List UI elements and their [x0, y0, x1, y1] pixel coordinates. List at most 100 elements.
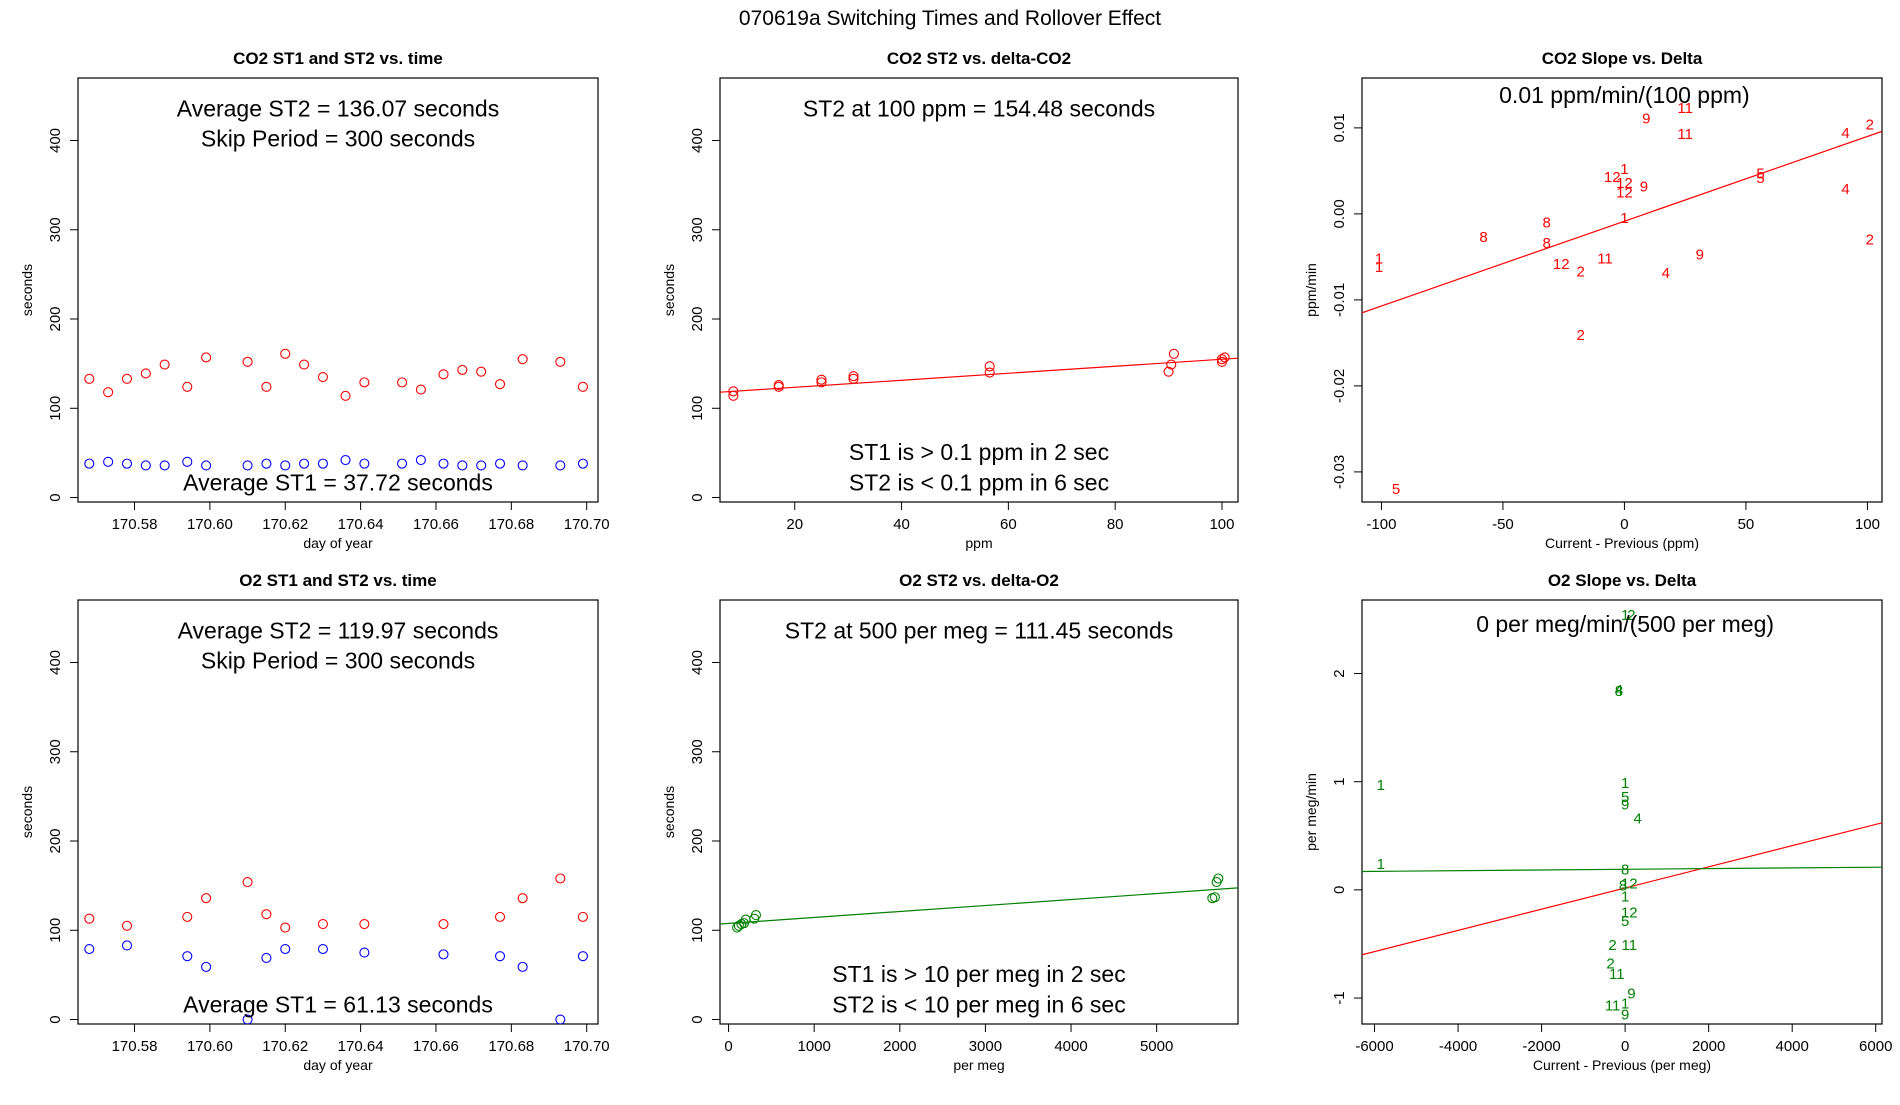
x-tick-label: 170.70 [564, 516, 610, 533]
data-point [280, 943, 291, 955]
y-axis-label: seconds [19, 786, 35, 838]
y-tick-label: 400 [47, 128, 64, 153]
x-tick-label: 170.62 [262, 1038, 308, 1055]
data-point [182, 951, 193, 962]
chart-annotation: ST1 is > 10 per meg in 2 sec [832, 961, 1125, 987]
data-point [340, 390, 351, 401]
data-label: 1 [1621, 775, 1629, 792]
data-point [415, 384, 426, 395]
x-tick-label: 170.64 [338, 1038, 384, 1055]
data-label: 8 [1543, 214, 1551, 231]
y-tick-label: 0 [47, 493, 64, 501]
data-label: 4 [1841, 181, 1849, 198]
data-point [517, 961, 528, 972]
x-tick-label: 170.68 [488, 1038, 534, 1055]
data-point [359, 947, 370, 958]
data-point [280, 922, 291, 933]
data-point [517, 354, 528, 365]
data-point [984, 361, 995, 372]
data-point [242, 1014, 253, 1024]
data-point [577, 381, 588, 392]
x-tick-label: 60 [1000, 516, 1017, 533]
chart-co2_slope: CO2 Slope vs. Delta -100 -50 0 50 100 -0.03 -0.… [1303, 49, 1883, 551]
data-label: 1 [1620, 161, 1628, 178]
x-axis-label: Current - Previous (per meg) [1533, 1057, 1711, 1073]
y-tick-label: 200 [47, 828, 64, 853]
data-point [317, 371, 328, 383]
data-point [457, 364, 468, 375]
data-point [816, 374, 827, 385]
chart-co2_delta: CO2 ST2 vs. delta-CO2 20 40 60 80 100 0 100 200 3… [661, 49, 1239, 551]
y-tick-label: 0 [1331, 886, 1348, 894]
data-point [494, 379, 506, 390]
data-point [1216, 354, 1228, 365]
x-tick-label: -4000 [1439, 1038, 1477, 1055]
chart-title: O2 Slope vs. Delta [1548, 571, 1697, 590]
data-point [84, 458, 95, 469]
data-point [359, 458, 370, 469]
data-point [359, 918, 370, 930]
y-tick-label: 2 [1331, 669, 1348, 677]
data-point [415, 454, 426, 466]
x-tick-label: -6000 [1355, 1038, 1393, 1055]
plot-data [84, 873, 588, 1024]
data-point [103, 387, 114, 398]
data-label: 2 [1866, 232, 1874, 249]
data-label: 8 [1615, 683, 1623, 700]
data-point [728, 386, 739, 397]
data-point [317, 458, 328, 469]
data-label: 2 [1577, 264, 1585, 281]
y-tick-label: 0 [47, 1015, 64, 1023]
data-label: 5 [1392, 481, 1400, 498]
x-tick-label: 2000 [883, 1038, 916, 1055]
data-point [182, 456, 193, 467]
x-tick-label: 170.66 [413, 1038, 459, 1055]
x-tick-label: 50 [1738, 516, 1755, 533]
data-point [159, 460, 170, 471]
plot-frame [77, 77, 599, 503]
data-point [984, 367, 995, 378]
y-axis-label: seconds [661, 786, 677, 838]
data-label: 5 [1756, 165, 1764, 182]
data-label: 5 [1756, 170, 1764, 187]
data-point [299, 359, 310, 370]
data-label: 8 [1621, 861, 1629, 878]
chart-title: O2 ST2 vs. delta-O2 [899, 571, 1059, 590]
plot-frame [1361, 77, 1883, 503]
data-point [317, 943, 328, 955]
x-tick-label: 170.58 [112, 1038, 158, 1055]
chart-annotation: ST2 is < 10 per meg in 6 sec [832, 991, 1125, 1017]
data-point [84, 913, 95, 924]
chart-annotation: Average ST2 = 119.97 seconds [178, 617, 499, 643]
data-point [140, 368, 151, 379]
data-point [242, 356, 253, 367]
data-label: 1 [1621, 607, 1629, 624]
fit-line [720, 887, 1238, 925]
fit-line [1362, 130, 1882, 314]
data-point [242, 460, 253, 471]
data-point [577, 911, 588, 922]
fit-line [720, 357, 1238, 393]
y-tick-label: 0 [689, 493, 706, 501]
data-label: 12 [1616, 184, 1633, 201]
data-label: 5 [1621, 789, 1629, 806]
y-tick-label: 1 [1331, 778, 1348, 786]
chart-o2_slope: O2 Slope vs. Delta-6000 -4000 -2000 0 2000 40… [1303, 571, 1892, 1073]
x-tick-label: 0 [1621, 1038, 1629, 1055]
data-label: 1 [1375, 259, 1383, 276]
data-point [261, 458, 272, 469]
y-tick-label: -1 [1331, 991, 1348, 1004]
x-tick-label: 170.64 [338, 516, 384, 533]
data-label: 9 [1627, 986, 1635, 1003]
data-point [750, 910, 762, 921]
data-point [201, 460, 212, 471]
chart-title: CO2 Slope vs. Delta [1542, 49, 1703, 68]
data-label: 9 [1640, 178, 1648, 195]
data-point [121, 458, 133, 469]
x-tick-label: 4000 [1776, 1038, 1809, 1055]
data-label: 9 [1621, 1006, 1629, 1023]
data-label: 2 [1627, 607, 1635, 624]
y-tick-label: 400 [47, 650, 64, 675]
data-point [494, 911, 506, 922]
